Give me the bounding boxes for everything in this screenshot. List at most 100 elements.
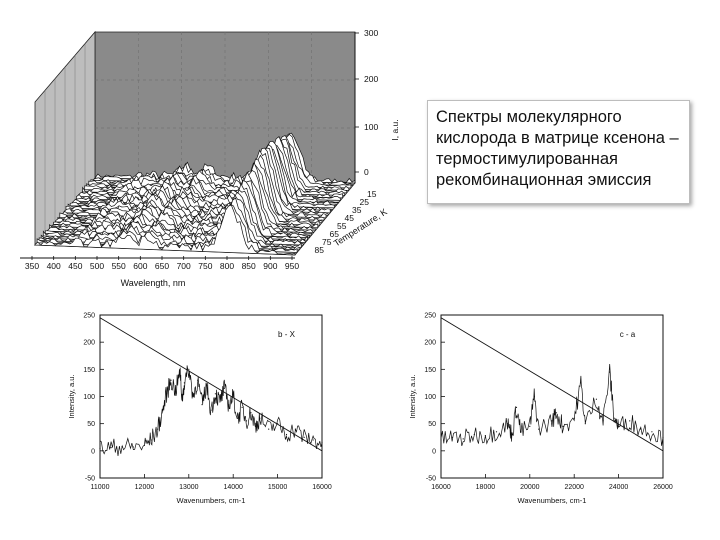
data-point [254,425,256,427]
data-point [232,395,234,398]
depth-tick-label: 25 [360,197,370,207]
panel-label: c - a [620,330,636,339]
reference-line [99,317,323,452]
data-point [511,433,513,436]
data-point [451,436,453,438]
data-point [277,423,279,425]
x-tick-label: 450 [68,261,82,271]
y-tick-label: 150 [424,367,436,374]
data-point [237,417,239,419]
data-point [555,412,558,414]
data-point [538,428,540,430]
depth-tick-label: 55 [337,221,347,231]
data-point [241,406,243,408]
data-point [651,431,653,433]
data-point [507,423,509,425]
x-axis-label: Wavenumbers, cm-1 [177,496,246,505]
data-point [562,425,564,427]
data-point [609,371,611,373]
depth-tick-label: 45 [345,213,355,223]
data-point [303,436,305,438]
data-point [214,393,216,395]
x-tick-label: 13000 [179,484,199,491]
z-tick-label: 200 [364,74,378,84]
data-point [245,420,248,422]
data-point [473,433,475,436]
data-point [551,420,553,422]
data-point [181,398,183,400]
depth-tick-label: 65 [330,229,340,239]
data-point [132,446,134,448]
x-tick-label: 600 [133,261,147,271]
x-tick-label: 650 [155,261,169,271]
data-point [179,371,181,373]
x-tick-label: 15000 [268,484,288,491]
data-point [228,404,230,406]
data-point [613,417,615,419]
data-point [197,379,199,381]
y-tick-label: 0 [91,448,95,455]
data-point [268,428,270,430]
x-tick-label: 14000 [223,484,243,491]
spectrum-line [440,363,664,447]
x-tick-label: 22000 [564,484,584,491]
data-point [219,401,221,403]
depth-tick-label: 35 [352,205,362,215]
data-point [183,382,185,384]
data-point [321,442,323,444]
data-point [584,423,586,425]
data-point [640,428,642,430]
plot-frame [440,314,664,479]
y-tick-label: 250 [83,313,95,320]
data-point [602,420,604,422]
y-tick-label: 200 [424,340,436,347]
data-point [223,387,225,389]
x-tick-label: 900 [263,261,277,271]
data-point [595,398,598,400]
data-point [520,431,522,433]
z-tick-label: 100 [364,122,378,132]
x-tick-label: 20000 [520,484,540,491]
y-tick-label: 50 [87,421,95,428]
data-point [573,417,575,419]
data-point [157,428,159,430]
data-point [99,447,101,449]
data-point [206,385,208,387]
data-point [121,445,123,448]
x-tick-label: 11000 [91,484,110,491]
x-tick-label: 18000 [476,484,496,491]
data-point [529,425,531,427]
panel-label: b - X [278,330,296,339]
x-tick-label: 400 [47,261,61,271]
data-point [662,436,664,438]
plot-frame [99,314,323,479]
x-tick-label: 500 [90,261,104,271]
data-point [515,406,518,408]
data-point [440,439,442,441]
depth-tick-label: 15 [367,189,377,199]
data-point [143,444,145,446]
x-tick-label: 24000 [609,484,629,491]
x-tick-label: 750 [198,261,212,271]
data-point [166,393,168,395]
spectrum-line [99,365,323,457]
data-point [150,439,152,441]
data-point [192,395,194,398]
y-tick-label: 150 [83,367,95,374]
data-point [495,431,498,433]
x-axis-label: Wavenumbers, cm-1 [518,496,587,505]
data-point [462,438,464,440]
x-tick-label: 12000 [135,484,155,491]
data-point [161,412,163,414]
data-point [484,435,486,437]
data-point [294,428,296,430]
data-point [250,412,252,414]
data-point [259,417,261,419]
x-tick-label: 700 [177,261,191,271]
z-axis-label: I, a.u. [390,119,400,140]
x-tick-label: 16000 [431,484,451,491]
y-tick-label: 100 [83,394,95,401]
